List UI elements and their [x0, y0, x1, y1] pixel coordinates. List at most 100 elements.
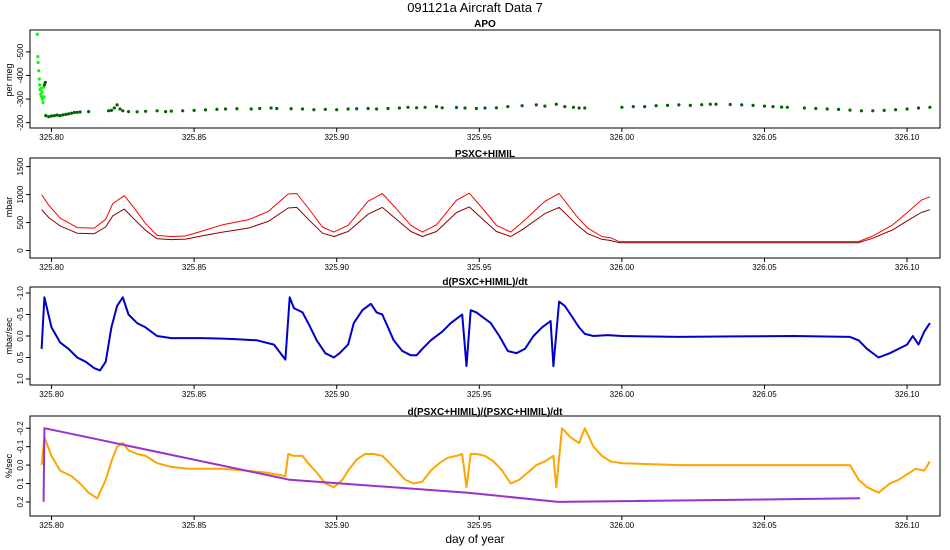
data-point	[423, 105, 427, 109]
data-point	[355, 107, 359, 111]
plot-frame	[29, 415, 941, 517]
y-tick-label: 1.0	[16, 373, 25, 385]
series-line	[41, 206, 931, 244]
data-point	[665, 103, 670, 107]
x-tick-label: 326.10	[895, 263, 920, 272]
data-point	[406, 105, 410, 109]
y-tick-label: -300	[16, 90, 25, 107]
y-tick-label: -500	[16, 43, 25, 60]
panel-apo: APO per meg 325.80 325.85 325.90 325.95 326.…	[4, 19, 941, 142]
data-point	[751, 103, 755, 107]
y-tick-label: -0.5	[16, 307, 25, 321]
data-point	[454, 105, 459, 110]
data-point	[107, 109, 111, 113]
data-point	[55, 113, 59, 117]
data-point	[583, 106, 587, 110]
x-tick-label: 326.10	[895, 133, 920, 142]
x-tick-label: 325.95	[467, 390, 492, 399]
x-axis-label: day of year	[445, 532, 504, 546]
x-tick-label: 325.80	[39, 390, 64, 399]
x-ticks: 325.80 325.85 325.90 325.95 326.00 326.05 326.…	[39, 128, 920, 142]
data-point	[39, 86, 43, 90]
x-tick-label: 326.05	[752, 133, 777, 142]
data-point	[871, 109, 875, 113]
x-tick-label: 326.05	[752, 263, 777, 272]
panel-title: d(PSXC+HIMIL)/(PSXC+HIMIL)/dt	[408, 407, 564, 418]
data-point	[181, 109, 185, 113]
data-point	[415, 106, 419, 110]
data-point	[126, 110, 131, 114]
x-tick-label: 326.00	[610, 521, 635, 530]
y-tick-label: -1.0	[16, 286, 25, 300]
x-tick-label: 326.05	[752, 521, 777, 530]
y-ticks: -0.2 -0.1 0.0 0.1 0.2	[16, 421, 30, 508]
panel-pressure-derivative: d(PSXC+HIMIL)/dt mbar/sec 325.80 325.85 32…	[4, 277, 941, 399]
data-point	[346, 107, 350, 111]
x-tick-label: 325.95	[467, 263, 492, 272]
data-point	[928, 105, 932, 109]
data-point	[36, 60, 40, 65]
data-point	[192, 108, 196, 112]
y-tick-label: 0.1	[16, 477, 25, 489]
x-tick-label: 325.90	[324, 390, 349, 399]
data-point	[42, 83, 47, 87]
data-point	[75, 110, 79, 114]
x-tick-label: 326.05	[752, 390, 777, 399]
data-point	[275, 106, 279, 111]
x-tick-label: 326.00	[610, 390, 635, 399]
data-point	[440, 106, 444, 110]
data-point	[740, 103, 744, 107]
y-tick-label: 0.5	[16, 351, 25, 363]
x-tick-label: 326.00	[610, 263, 635, 272]
data-point	[434, 105, 439, 109]
x-tick-label: 325.85	[182, 133, 207, 142]
data-point	[121, 109, 125, 113]
x-tick-label: 325.90	[324, 521, 349, 530]
data-point	[203, 108, 208, 112]
data-marks	[35, 32, 932, 119]
data-point	[37, 69, 41, 73]
data-point	[905, 107, 909, 111]
x-tick-label: 325.85	[182, 521, 207, 530]
data-point	[144, 109, 148, 113]
data-point	[164, 110, 168, 114]
data-point	[762, 104, 767, 108]
data-point	[543, 104, 547, 108]
data-point	[494, 106, 498, 110]
data-point	[49, 114, 54, 118]
x-ticks: 325.80 325.85 325.90 325.95 326.00 326.05 326.…	[39, 516, 920, 530]
data-point	[577, 106, 581, 110]
y-tick-label: 0.0	[16, 330, 25, 342]
data-point	[563, 105, 567, 109]
data-point	[474, 106, 478, 111]
y-ticks: 0 500 1000 1500	[16, 157, 30, 253]
data-point	[72, 110, 76, 115]
data-marks	[40, 427, 931, 503]
data-point	[654, 104, 658, 108]
series-line	[40, 427, 931, 500]
data-point	[397, 106, 401, 110]
series-line	[41, 192, 931, 243]
x-ticks: 325.80 325.85 325.90 325.95 326.00 326.05 326.…	[39, 258, 920, 272]
panel-pressure: PSXC+HIMIL mbar 325.80 325.85 325.90 325.95…	[4, 149, 941, 272]
y-ticks: -1.0 -0.5 0.0 0.5 1.0	[16, 286, 30, 385]
y-tick-label: 0.0	[16, 459, 25, 471]
y-axis-label: mbar/sec	[4, 317, 14, 355]
data-point	[728, 102, 732, 107]
data-point	[386, 106, 390, 111]
plot-frame	[29, 29, 941, 129]
data-point	[366, 106, 370, 111]
data-point	[249, 107, 253, 111]
data-point	[112, 106, 116, 110]
series-line	[40, 296, 931, 372]
data-point	[87, 110, 91, 114]
y-tick-label: 0.2	[16, 496, 25, 508]
data-point	[39, 92, 43, 96]
data-point	[554, 102, 558, 106]
data-point	[69, 111, 74, 115]
y-tick-label: 1500	[16, 157, 25, 175]
data-point	[916, 106, 921, 110]
x-tick-label: 326.10	[895, 390, 920, 399]
data-point	[375, 107, 379, 111]
data-point	[643, 105, 647, 109]
